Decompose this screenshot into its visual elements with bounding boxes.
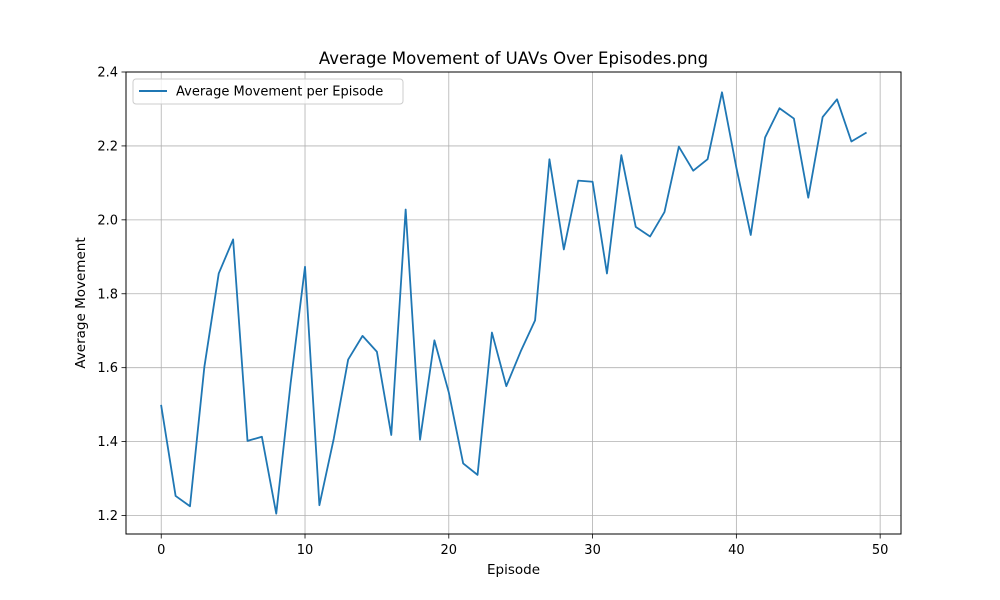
- x-tick-label: 20: [441, 543, 458, 558]
- y-tick-label: 2.0: [97, 213, 118, 228]
- y-axis-label: Average Movement: [73, 237, 89, 368]
- legend-box: [132, 78, 404, 105]
- y-tick-label: 1.2: [97, 509, 118, 524]
- y-axis-ticks: 1.2 1.4 1.6 1.8 2.0 2.2 2.4: [97, 66, 126, 524]
- y-tick-label: 1.4: [97, 435, 118, 450]
- legend-label: Average Movement per Episode: [176, 85, 383, 100]
- x-tick-label: 30: [584, 543, 601, 558]
- x-axis-ticks: 0 10 20 30 40 50: [157, 534, 888, 558]
- x-axis-label: Episode: [487, 562, 540, 578]
- y-tick-label: 2.4: [97, 66, 118, 81]
- chart-title: Average Movement of UAVs Over Episodes.p…: [319, 49, 708, 68]
- legend: Average Movement per Episode: [132, 78, 404, 105]
- series-layer: [160, 91, 868, 515]
- x-tick-label: 40: [728, 543, 745, 558]
- x-tick-label: 0: [157, 543, 165, 558]
- plot-frame: [125, 71, 902, 535]
- y-tick-label: 2.2: [97, 139, 118, 154]
- y-tick-label: 1.6: [97, 361, 118, 376]
- series-line: [160, 91, 868, 515]
- grid-lines: [126, 71, 901, 534]
- y-tick-label: 1.8: [97, 287, 118, 302]
- x-tick-label: 10: [297, 543, 314, 558]
- x-tick-label: 50: [872, 543, 889, 558]
- plot-area-background: [126, 72, 901, 534]
